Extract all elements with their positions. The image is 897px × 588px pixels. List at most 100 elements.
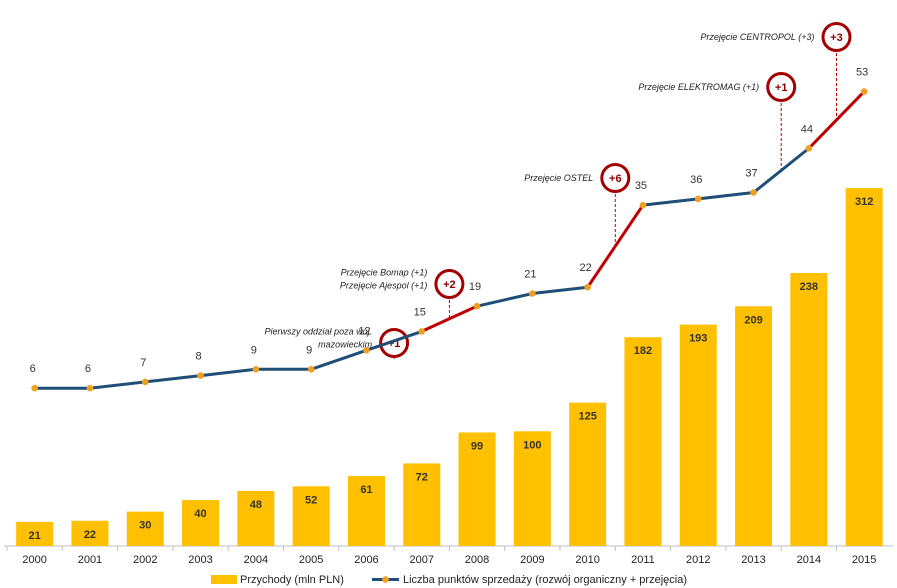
- line-marker-2002: [141, 378, 149, 386]
- bar-2005: [292, 486, 330, 546]
- line-segment-2011-2012: [641, 197, 700, 207]
- line-segment-2005-2006: [309, 348, 368, 371]
- bar-2011: [624, 337, 662, 546]
- line-marker-2014: [805, 145, 813, 152]
- tick-label-2011: 2011: [631, 554, 655, 566]
- legend-bar-label: Przychody (mln PLN): [240, 574, 344, 586]
- bar-series: [16, 188, 883, 546]
- line-value-2012: 36: [690, 174, 702, 186]
- legend-line-marker: [382, 576, 389, 583]
- line-value-2008: 19: [469, 281, 481, 293]
- bar-label-2013: 209: [744, 314, 762, 326]
- bar-label-2004: 48: [250, 499, 262, 511]
- bar-2001: [71, 520, 109, 546]
- bar-label-2002: 30: [139, 520, 151, 532]
- bar-2015: [845, 188, 883, 546]
- line-segment-2002-2003: [143, 374, 203, 384]
- line-value-2003: 8: [195, 351, 201, 363]
- bar-label-2000: 21: [29, 530, 41, 542]
- line-series: [33, 90, 866, 390]
- line-marker-2011: [639, 201, 647, 209]
- legend: Przychody (mln PLN) Liczba punktów sprze…: [211, 574, 687, 586]
- annotation-text: Przejęcie Bomap (+1): [341, 268, 428, 278]
- tick-label-2005: 2005: [299, 554, 323, 566]
- line-marker-2015: [860, 88, 868, 95]
- line-value-labels: 6 6 7 8 9 9 12 15 19 21 22 35 36 37 44 53: [30, 67, 869, 376]
- bar-label-2012: 193: [689, 333, 707, 345]
- bar-2010: [569, 402, 607, 546]
- bar-label-2007: 72: [416, 471, 428, 483]
- line-segment-2010-2011: [586, 203, 645, 289]
- annotation-badge: [434, 269, 465, 299]
- line-value-2006: 12: [358, 325, 370, 337]
- bar-2008: [458, 432, 496, 546]
- annotation-text: Przejęcie Ajespol (+1): [340, 281, 427, 291]
- bar-2000: [16, 521, 54, 546]
- tick-label-2008: 2008: [465, 554, 489, 566]
- tick-label-2013: 2013: [741, 554, 765, 566]
- tick-label-2010: 2010: [575, 554, 599, 566]
- bar-2012: [679, 324, 717, 546]
- legend-line-label: Liczba punktów sprzedaży (rozwój organic…: [403, 574, 687, 586]
- tick-label-2004: 2004: [244, 554, 268, 566]
- annotation-text: Pierwszy oddział poza woj.: [265, 327, 373, 337]
- annotations: +1 Pierwszy oddział poza woj. mazowieckim +…: [265, 22, 852, 359]
- bar-2014: [790, 273, 828, 546]
- line-segment-2001-2002: [88, 380, 147, 390]
- annotation-badge: [821, 22, 852, 52]
- annotation-text: mazowieckim: [318, 340, 373, 350]
- tick-label-2007: 2007: [410, 554, 434, 566]
- bar-label-2001: 22: [84, 529, 96, 541]
- annotation-badge-text: +2: [443, 279, 456, 291]
- line-marker-2005: [307, 365, 315, 373]
- tick-label-2006: 2006: [354, 554, 378, 566]
- line-segment-2008-2009: [475, 292, 534, 308]
- line-value-2014: 44: [801, 123, 813, 135]
- tick-label-2002: 2002: [133, 554, 157, 566]
- annotation-badge-text: +1: [775, 82, 788, 94]
- bar-label-2008: 99: [471, 440, 483, 452]
- tick-label-2001: 2001: [78, 554, 102, 566]
- line-marker-2004: [252, 365, 260, 373]
- line-value-2002: 7: [140, 357, 146, 369]
- line-marker-2009: [529, 290, 536, 297]
- line-marker-2003: [197, 372, 204, 379]
- x-tick-labels: 2000 2001 2002 2003 2004 2005 2006 2007 2008 2009…: [6, 546, 876, 566]
- line-value-2010: 22: [580, 262, 592, 274]
- line-marker-2013: [750, 189, 757, 196]
- annotation-badge-text: +6: [609, 173, 622, 185]
- line-markers: [31, 88, 868, 392]
- annotation-badge: [600, 163, 631, 193]
- line-marker-2007: [418, 328, 426, 335]
- bar-2009: [513, 431, 551, 546]
- line-value-2005: 9: [306, 344, 312, 356]
- bar-label-2006: 61: [360, 484, 372, 496]
- line-segment-2003-2004: [199, 367, 258, 378]
- line-value-2000: 6: [30, 363, 36, 375]
- tick-label-2009: 2009: [520, 554, 544, 566]
- annotation-badge: [766, 72, 797, 102]
- tick-label-2000: 2000: [22, 554, 46, 566]
- tick-label-2014: 2014: [797, 554, 821, 566]
- line-marker-2012: [694, 195, 702, 203]
- line-marker-2001: [86, 384, 94, 392]
- bar-label-2009: 100: [523, 439, 541, 451]
- line-segment-2006-2007: [364, 329, 424, 352]
- bar-label-2003: 40: [194, 508, 206, 520]
- bar-2007: [403, 463, 441, 546]
- annotation-text: Przejęcie CENTROPOL (+3): [700, 32, 814, 42]
- bar-2003: [182, 500, 220, 546]
- line-segment-2014-2015: [807, 90, 866, 150]
- line-segment-2012-2013: [696, 191, 756, 201]
- line-value-2004: 9: [251, 344, 257, 356]
- tick-label-2003: 2003: [188, 554, 212, 566]
- line-value-2013: 37: [745, 168, 757, 180]
- bar-2002: [126, 511, 164, 546]
- line-marker-2000: [31, 384, 38, 392]
- line-value-2007: 15: [414, 306, 426, 318]
- bar-label-2011: 182: [634, 345, 652, 357]
- legend-bar-swatch: [211, 575, 237, 584]
- annotation-badge: [379, 328, 410, 358]
- annotation-text: Przejęcie OSTEL: [524, 173, 593, 183]
- bar-label-2015: 312: [855, 196, 873, 208]
